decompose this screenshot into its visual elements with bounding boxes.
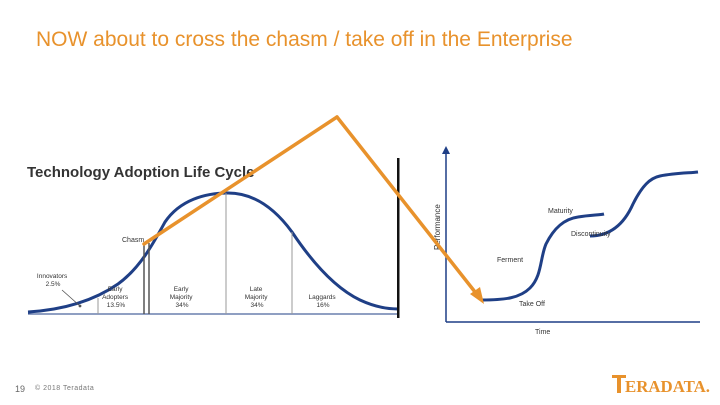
s-curve-upper xyxy=(589,170,699,238)
logo-crossbar xyxy=(612,375,626,393)
segment-line: Adopters xyxy=(102,294,129,301)
stage-take-off: Take Off xyxy=(519,301,545,308)
segment-share: 16% xyxy=(316,302,329,309)
segment-line: Innovators xyxy=(37,273,68,280)
y-axis-label: Performance xyxy=(433,204,442,250)
innovators-pointer-dot xyxy=(78,304,82,308)
stage-discontinuity: Discontinuity xyxy=(571,231,611,238)
segment-label-laggards: Laggards 16% xyxy=(309,294,338,309)
segment-line: Majority xyxy=(245,294,269,301)
segment-share: 2.5% xyxy=(46,281,61,288)
segment-label-late-majority: Late Majority 34% xyxy=(245,286,270,309)
stage-ferment: Ferment xyxy=(497,257,523,264)
segment-line: Laggards xyxy=(309,294,337,301)
copyright-text: © 2018 Teradata xyxy=(35,385,95,392)
diagram-separator xyxy=(397,158,400,318)
stage-maturity: Maturity xyxy=(548,208,573,215)
bell-curve xyxy=(27,191,399,314)
teradata-logo: ERADATA. xyxy=(612,375,710,396)
slide-number: 19 xyxy=(15,384,26,394)
segment-line: Majority xyxy=(170,294,194,301)
segment-line: Late xyxy=(250,286,263,293)
segment-share: 34% xyxy=(250,302,263,309)
segment-label-early-adopters: Early Adopters 13.5% xyxy=(102,286,130,309)
chasm-label: Chasm xyxy=(122,237,144,244)
x-axis-label: Time xyxy=(535,329,550,336)
segment-share: 34% xyxy=(175,302,188,309)
segment-line: Early xyxy=(108,286,124,293)
annotation-line-up xyxy=(142,115,339,246)
innovators-pointer xyxy=(61,289,81,307)
segment-label-innovators: Innovators 2.5% xyxy=(37,273,69,288)
segment-share: 13.5% xyxy=(107,302,126,309)
segment-line: Early xyxy=(174,286,190,293)
segment-label-early-majority: Early Majority 34% xyxy=(170,286,195,309)
slide-title: NOW about to cross the chasm / take off … xyxy=(36,28,573,51)
y-axis-arrowhead xyxy=(442,146,450,154)
s-curve-lower xyxy=(481,212,605,302)
lifecycle-title: Technology Adoption Life Cycle xyxy=(27,164,255,181)
annotation-line-down xyxy=(335,115,481,299)
annotation-arrowhead xyxy=(470,287,484,304)
logo-wordmark: ERADATA. xyxy=(625,377,710,396)
